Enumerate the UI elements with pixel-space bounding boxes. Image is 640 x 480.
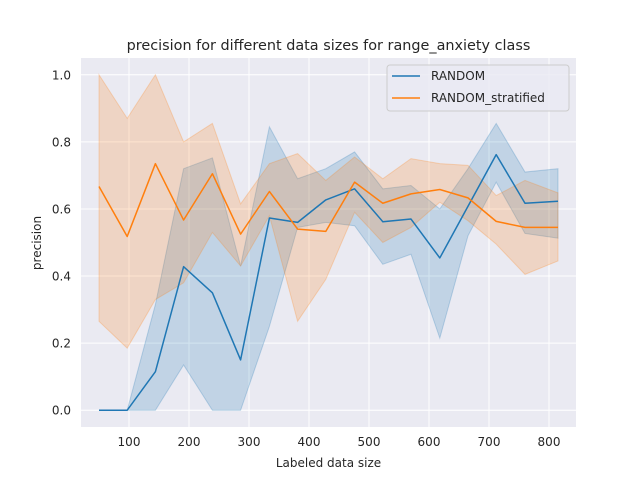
x-axis-label: Labeled data size — [276, 456, 381, 470]
line-random — [99, 153, 559, 411]
legend-label-random-stratified: RANDOM_stratified — [431, 91, 545, 105]
y-tick-label: 0.2 — [52, 337, 71, 351]
x-tick-label: 500 — [358, 435, 381, 449]
confidence-bands — [98, 73, 559, 411]
y-tick-label: 0.0 — [52, 404, 71, 418]
x-tick-label: 300 — [238, 435, 261, 449]
chart-title: precision for different data sizes for r… — [127, 38, 531, 54]
y-tick-label: 1.0 — [52, 68, 71, 82]
y-axis-label: precision — [30, 216, 44, 270]
x-tick-label: 600 — [418, 435, 441, 449]
series-lines — [98, 153, 559, 411]
x-tick-label: 400 — [298, 435, 321, 449]
grid-lines — [81, 58, 576, 427]
x-tick-label: 800 — [538, 435, 561, 449]
band-random — [99, 122, 559, 411]
plot-area — [81, 58, 576, 427]
tick-labels: 100 200 300 400 500 600 700 800 0.0 0.2 0.4 0.6 0.8 1… — [52, 68, 561, 449]
y-tick-label: 0.4 — [52, 270, 71, 284]
x-tick-label: 200 — [178, 435, 201, 449]
y-tick-label: 0.8 — [52, 135, 71, 149]
band-random-stratified — [98, 73, 559, 349]
x-tick-label: 100 — [118, 435, 141, 449]
y-tick-label: 0.6 — [52, 202, 71, 216]
legend-label-random: RANDOM — [431, 69, 485, 83]
line-random-stratified — [98, 162, 558, 238]
legend-box — [386, 64, 570, 112]
x-tick-label: 700 — [478, 435, 501, 449]
legend: RANDOM RANDOM_stratified — [386, 64, 570, 112]
